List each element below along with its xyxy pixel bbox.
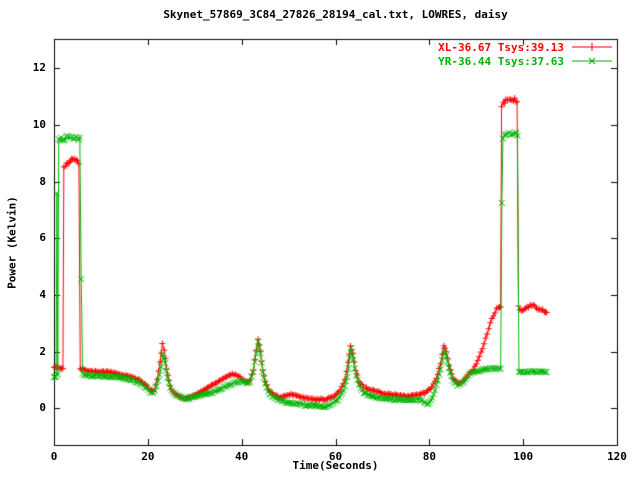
y-tick-label: 10 — [32, 117, 46, 131]
y-tick-label: 4 — [39, 287, 46, 301]
legend-label-yr: YR-36.44 Tsys:37.63 — [438, 54, 564, 68]
legend-sample-plus-icon — [570, 41, 614, 53]
legend-row-xl: XL-36.67 Tsys:39.13 — [438, 40, 614, 54]
x-tick-label: 20 — [141, 450, 155, 463]
legend: XL-36.67 Tsys:39.13 YR-36.44 Tsys:37.63 — [438, 40, 614, 68]
y-tick-label: 6 — [39, 231, 46, 245]
x-tick-label: 0 — [50, 450, 58, 463]
x-axis-label: Time(Seconds) — [292, 459, 379, 472]
legend-sample-cross-icon — [570, 55, 614, 67]
x-tick-label: 60 — [328, 450, 343, 463]
x-tick-label: 40 — [235, 450, 249, 463]
y-tick-label: 0 — [39, 401, 46, 415]
x-tick-label: 100 — [513, 450, 534, 463]
x-tick-label: 120 — [607, 450, 627, 463]
y-tick-label: 8 — [39, 174, 46, 188]
y-tick-label: 12 — [32, 61, 46, 75]
x-tick-label: 80 — [422, 450, 436, 463]
legend-row-yr: YR-36.44 Tsys:37.63 — [438, 54, 614, 68]
legend-label-xl: XL-36.67 Tsys:39.13 — [438, 40, 564, 54]
y-tick-label: 2 — [39, 344, 46, 358]
chart-title: Skynet_57869_3C84_27826_28194_cal.txt, L… — [163, 8, 508, 21]
